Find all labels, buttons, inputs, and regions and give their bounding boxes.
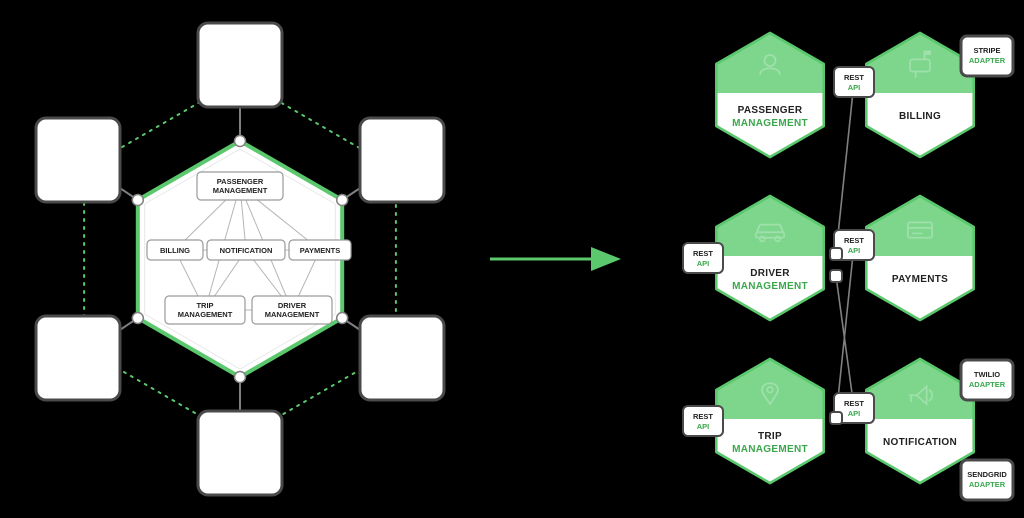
rest-label: REST [844, 236, 864, 245]
rest-label2: API [697, 259, 710, 268]
component-label: TRIP [196, 301, 213, 310]
service-trip: TRIP MANAGEMENT [716, 359, 823, 483]
component-passenger: PASSENGERMANAGEMENT [197, 172, 283, 200]
component-label: DRIVER [278, 301, 307, 310]
rest-label2: API [848, 409, 861, 418]
satellite-box [36, 316, 120, 400]
hex-vertex-port [132, 195, 143, 206]
adapter-label: SENDGRID [967, 470, 1007, 479]
component-payments: PAYMENTS [289, 240, 351, 260]
service-notif: NOTIFICATION [866, 359, 973, 483]
component-trip: TRIPMANAGEMENT [165, 296, 245, 324]
adapter-label2: ADAPTER [969, 480, 1006, 489]
hex-vertex-port [337, 313, 348, 324]
adapter-label: TWILIO [974, 370, 1000, 379]
satellite-box [360, 316, 444, 400]
service-label: TRIP [758, 431, 782, 442]
service-label2: MANAGEMENT [732, 118, 808, 129]
satellite-box [198, 23, 282, 107]
service-label: BILLING [899, 111, 941, 122]
hex-vertex-port [235, 136, 246, 147]
hex-vertex-port [235, 372, 246, 383]
rest-api-box: RESTAPI [683, 406, 723, 436]
adapter-box: SENDGRIDADAPTER [961, 460, 1013, 500]
adapter-box: TWILIOADAPTER [961, 360, 1013, 400]
rest-api-box: RESTAPI [683, 243, 723, 273]
component-notif: NOTIFICATION [207, 240, 285, 260]
component-driver: DRIVERMANAGEMENT [252, 296, 332, 324]
service-port [830, 270, 842, 282]
component-label2: MANAGEMENT [265, 310, 320, 319]
service-label: PAYMENTS [892, 274, 948, 285]
component-label: BILLING [160, 246, 190, 255]
component-label2: MANAGEMENT [213, 186, 268, 195]
service-label2: MANAGEMENT [732, 281, 808, 292]
service-passenger: PASSENGER MANAGEMENT [716, 33, 823, 157]
rest-label: REST [844, 399, 864, 408]
hex-vertex-port [337, 195, 348, 206]
service-edge [836, 82, 854, 254]
satellite-box [36, 118, 120, 202]
service-label: PASSENGER [738, 105, 803, 116]
component-label: PAYMENTS [300, 246, 340, 255]
component-label: PASSENGER [217, 177, 264, 186]
adapter-label2: ADAPTER [969, 56, 1006, 65]
hex-vertex-port [132, 313, 143, 324]
service-label: NOTIFICATION [883, 437, 957, 448]
adapter-label: STRIPE [973, 46, 1000, 55]
satellite-box [198, 411, 282, 495]
component-billing: BILLING [147, 240, 203, 260]
service-billing: BILLING [866, 33, 973, 157]
adapter-box: STRIPEADAPTER [961, 36, 1013, 76]
rest-label2: API [848, 83, 861, 92]
component-label: NOTIFICATION [220, 246, 273, 255]
rest-label: REST [693, 412, 713, 421]
rest-label: REST [844, 73, 864, 82]
service-payments: PAYMENTS [866, 196, 973, 320]
rest-label2: API [697, 422, 710, 431]
service-label: DRIVER [750, 268, 790, 279]
adapter-label2: ADAPTER [969, 380, 1006, 389]
service-label2: MANAGEMENT [732, 444, 808, 455]
service-port [830, 412, 842, 424]
rest-api-box: RESTAPI [834, 67, 874, 97]
service-driver: DRIVER MANAGEMENT [716, 196, 823, 320]
satellite-box [360, 118, 444, 202]
service-port [830, 248, 842, 260]
rest-label2: API [848, 246, 861, 255]
component-label2: MANAGEMENT [178, 310, 233, 319]
diagram-stage: PASSENGERMANAGEMENTBILLINGNOTIFICATIONPA… [0, 0, 1024, 518]
rest-label: REST [693, 249, 713, 258]
